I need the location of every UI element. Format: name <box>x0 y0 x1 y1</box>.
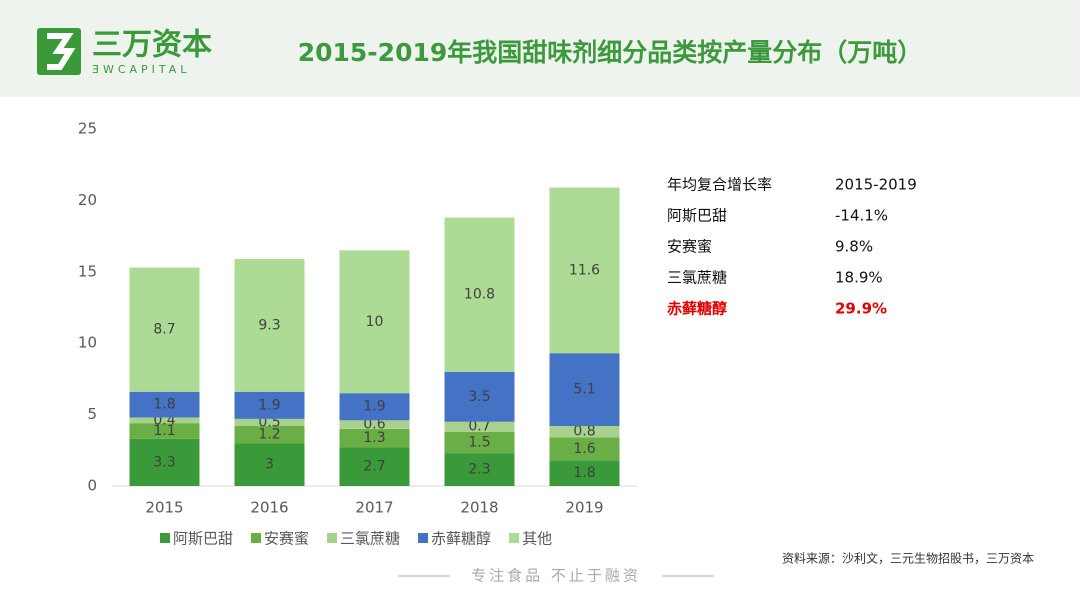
data-label: 0.6 <box>363 417 385 433</box>
x-tick-label: 2016 <box>250 499 288 517</box>
data-label: 1.9 <box>363 399 385 415</box>
bar-segment <box>129 391 200 418</box>
legend-label: 其他 <box>522 530 552 548</box>
bar-segment <box>339 447 410 486</box>
bar-segment <box>339 428 410 448</box>
data-label: 0.8 <box>573 424 595 440</box>
legend-swatch <box>509 533 520 543</box>
bar-segment <box>234 426 305 444</box>
data-label: 0.7 <box>468 419 490 435</box>
table-cell: 阿斯巴甜 <box>667 207 727 225</box>
bar-segment <box>339 393 410 421</box>
source: 资料来源：沙利文，三元生物招股书，三万资本 <box>782 551 1034 566</box>
data-label: 11.6 <box>569 262 600 278</box>
data-label: 1.1 <box>153 423 175 439</box>
bar-segment <box>549 187 620 354</box>
x-tick-label: 2018 <box>460 499 498 517</box>
x-tick-label: 2019 <box>565 499 603 517</box>
legend-swatch <box>327 533 338 543</box>
data-label: 10 <box>366 314 384 330</box>
data-label: 3.5 <box>468 389 490 405</box>
x-tick-label: 2017 <box>355 499 393 517</box>
table-cell: 三氯蔗糖 <box>667 269 727 287</box>
table-cell: 9.8% <box>835 238 873 256</box>
data-label: 9.3 <box>258 317 280 333</box>
bar-segment <box>444 431 515 454</box>
bar-segment <box>444 217 515 372</box>
bar-segment <box>549 426 620 438</box>
bar-segment <box>234 443 305 486</box>
brand: 三万资本 <box>92 28 212 63</box>
y-tick-label: 5 <box>87 405 97 423</box>
slogan: 专注食品 不止于融资 <box>471 567 641 585</box>
y-tick-label: 20 <box>78 191 97 209</box>
logo-icon <box>37 28 81 75</box>
data-label: 1.8 <box>153 397 175 413</box>
legend-swatch <box>418 533 429 543</box>
data-label: 3.3 <box>153 454 175 470</box>
data-label: 1.6 <box>573 441 595 457</box>
legend-label: 三氯蔗糖 <box>340 530 400 548</box>
data-label: 1.2 <box>258 427 280 443</box>
data-label: 1.8 <box>573 465 595 481</box>
bar-segment <box>234 418 305 427</box>
bar-segment <box>549 437 620 461</box>
bar-segment <box>339 420 410 429</box>
data-label: 8.7 <box>153 322 175 338</box>
legend-label: 赤藓糖醇 <box>431 530 491 548</box>
table-cell: 29.9% <box>835 300 887 318</box>
legend-label: 安赛蜜 <box>264 530 309 548</box>
data-label: 1.9 <box>258 397 280 413</box>
table-cell: -14.1% <box>835 207 888 225</box>
table-cell: 18.9% <box>835 269 883 287</box>
bar-segment <box>129 438 200 486</box>
x-tick-label: 2015 <box>145 499 183 517</box>
data-label: 5.1 <box>573 382 595 398</box>
data-label: 3 <box>265 457 274 473</box>
bar-segment <box>234 391 305 419</box>
chart-title: 2015-2019年我国甜味剂细分品类按产量分布（万吨） <box>298 38 923 67</box>
bar-segment <box>339 250 410 394</box>
legend-label: 阿斯巴甜 <box>173 530 233 548</box>
table-cell: 2015-2019 <box>835 176 917 194</box>
bar-segment <box>549 460 620 486</box>
legend-swatch <box>251 533 262 543</box>
brand-en: ƎWCAPITAL <box>92 63 190 76</box>
data-label: 2.3 <box>468 462 490 478</box>
bar-segment <box>444 421 515 432</box>
table-cell: 安赛蜜 <box>667 238 712 256</box>
legend-swatch <box>160 533 170 543</box>
data-label: 10.8 <box>464 287 495 303</box>
bar-segment <box>549 353 620 427</box>
y-tick-label: 25 <box>78 120 97 138</box>
y-tick-label: 10 <box>78 334 97 352</box>
bar-segment <box>129 423 200 439</box>
table-cell: 赤藓糖醇 <box>667 300 727 318</box>
bar-segment <box>444 453 515 486</box>
header-band <box>0 0 1080 97</box>
bar-segment <box>234 258 305 392</box>
y-tick-label: 15 <box>78 262 97 280</box>
bar-segment <box>129 267 200 392</box>
bar-segment <box>444 371 515 422</box>
data-label: 1.3 <box>363 430 385 446</box>
y-tick-label: 0 <box>87 477 97 495</box>
table-cell: 年均复合增长率 <box>667 176 772 194</box>
bar-segment <box>129 417 200 424</box>
data-label: 2.7 <box>363 459 385 475</box>
data-label: 1.5 <box>468 434 490 450</box>
